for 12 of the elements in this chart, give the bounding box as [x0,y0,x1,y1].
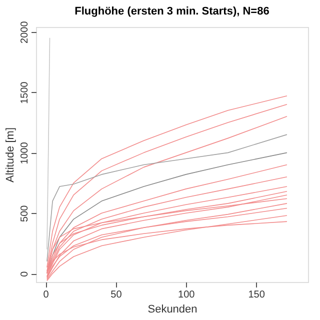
x-tick-label: 0 [43,290,50,300]
x-tick-label: 150 [248,290,266,300]
y-tick-label: 500 [20,204,30,222]
x-tick-label: 100 [178,290,196,300]
x-axis-title: Sekunden [148,304,198,316]
y-axis-title: Altitude [m] [4,127,16,183]
y-tick-label: 1000 [20,142,30,164]
chart-title: Flughöhe (ersten 3 min. Starts), N=86 [74,6,270,18]
y-tick-label: 0 [20,270,30,277]
y-tick-label: 1500 [20,81,30,104]
x-tick-label: 50 [110,290,122,300]
y-tick-label: 2000 [20,20,30,44]
